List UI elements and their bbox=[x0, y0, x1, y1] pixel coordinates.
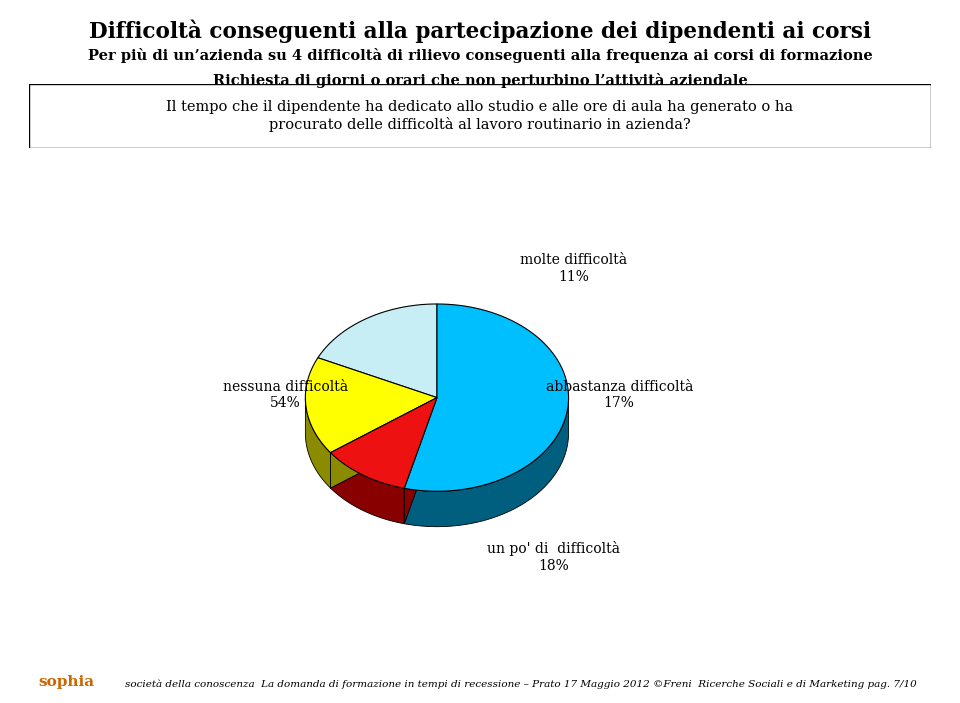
Text: abbastanza difficoltà
17%: abbastanza difficoltà 17% bbox=[545, 380, 693, 410]
Polygon shape bbox=[404, 399, 568, 527]
Text: Difficoltà conseguenti alla partecipazione dei dipendenti ai corsi: Difficoltà conseguenti alla partecipazio… bbox=[89, 20, 871, 43]
Text: Il tempo che il dipendente ha dedicato allo studio e alle ore di aula ha generat: Il tempo che il dipendente ha dedicato a… bbox=[166, 101, 794, 131]
Text: società della conoscenza  La domanda di formazione in tempi di recessione – Prat: società della conoscenza La domanda di f… bbox=[125, 679, 917, 689]
Text: Per più di un’azienda su 4 difficoltà di rilievo conseguenti alla frequenza ai c: Per più di un’azienda su 4 difficoltà di… bbox=[87, 48, 873, 63]
Text: un po' di  difficoltà
18%: un po' di difficoltà 18% bbox=[487, 541, 620, 573]
Text: nessuna difficoltà
54%: nessuna difficoltà 54% bbox=[223, 380, 348, 410]
Polygon shape bbox=[318, 304, 437, 398]
Text: molte difficoltà
11%: molte difficoltà 11% bbox=[520, 254, 627, 283]
Polygon shape bbox=[404, 398, 437, 524]
FancyBboxPatch shape bbox=[29, 84, 931, 148]
Polygon shape bbox=[404, 398, 437, 524]
Text: Richiesta di giorni o orari che non perturbino l’attività aziendale: Richiesta di giorni o orari che non pert… bbox=[212, 73, 748, 88]
Text: sophia: sophia bbox=[38, 675, 94, 689]
Polygon shape bbox=[330, 398, 437, 488]
Polygon shape bbox=[330, 398, 437, 488]
Polygon shape bbox=[404, 304, 568, 491]
Polygon shape bbox=[305, 358, 437, 453]
Polygon shape bbox=[305, 398, 330, 488]
Polygon shape bbox=[330, 398, 437, 489]
Polygon shape bbox=[330, 453, 404, 524]
